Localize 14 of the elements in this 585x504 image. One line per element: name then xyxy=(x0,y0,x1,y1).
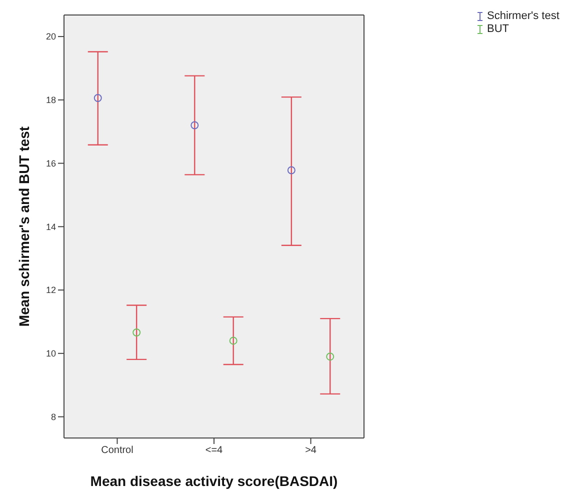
legend-label: Schirmer's test xyxy=(487,10,560,23)
x-axis-title: Mean disease activity score(BASDAI) xyxy=(90,473,338,489)
y-tick-label: 10 xyxy=(46,348,56,359)
y-axis-title: Mean schirmer's and BUT test xyxy=(16,126,32,327)
y-tick-label: 16 xyxy=(46,158,56,168)
y-tick-label: 12 xyxy=(46,285,56,296)
x-tick-label: >4 xyxy=(305,445,317,456)
y-tick-label: 18 xyxy=(46,95,56,106)
x-tick-label: <=4 xyxy=(205,445,224,456)
y-tick-label: 14 xyxy=(46,222,56,232)
y-tick-label: 8 xyxy=(50,412,56,422)
legend-label: BUT xyxy=(487,23,509,36)
y-tick-label: 20 xyxy=(46,32,56,42)
x-tick-label: Control xyxy=(101,445,134,456)
